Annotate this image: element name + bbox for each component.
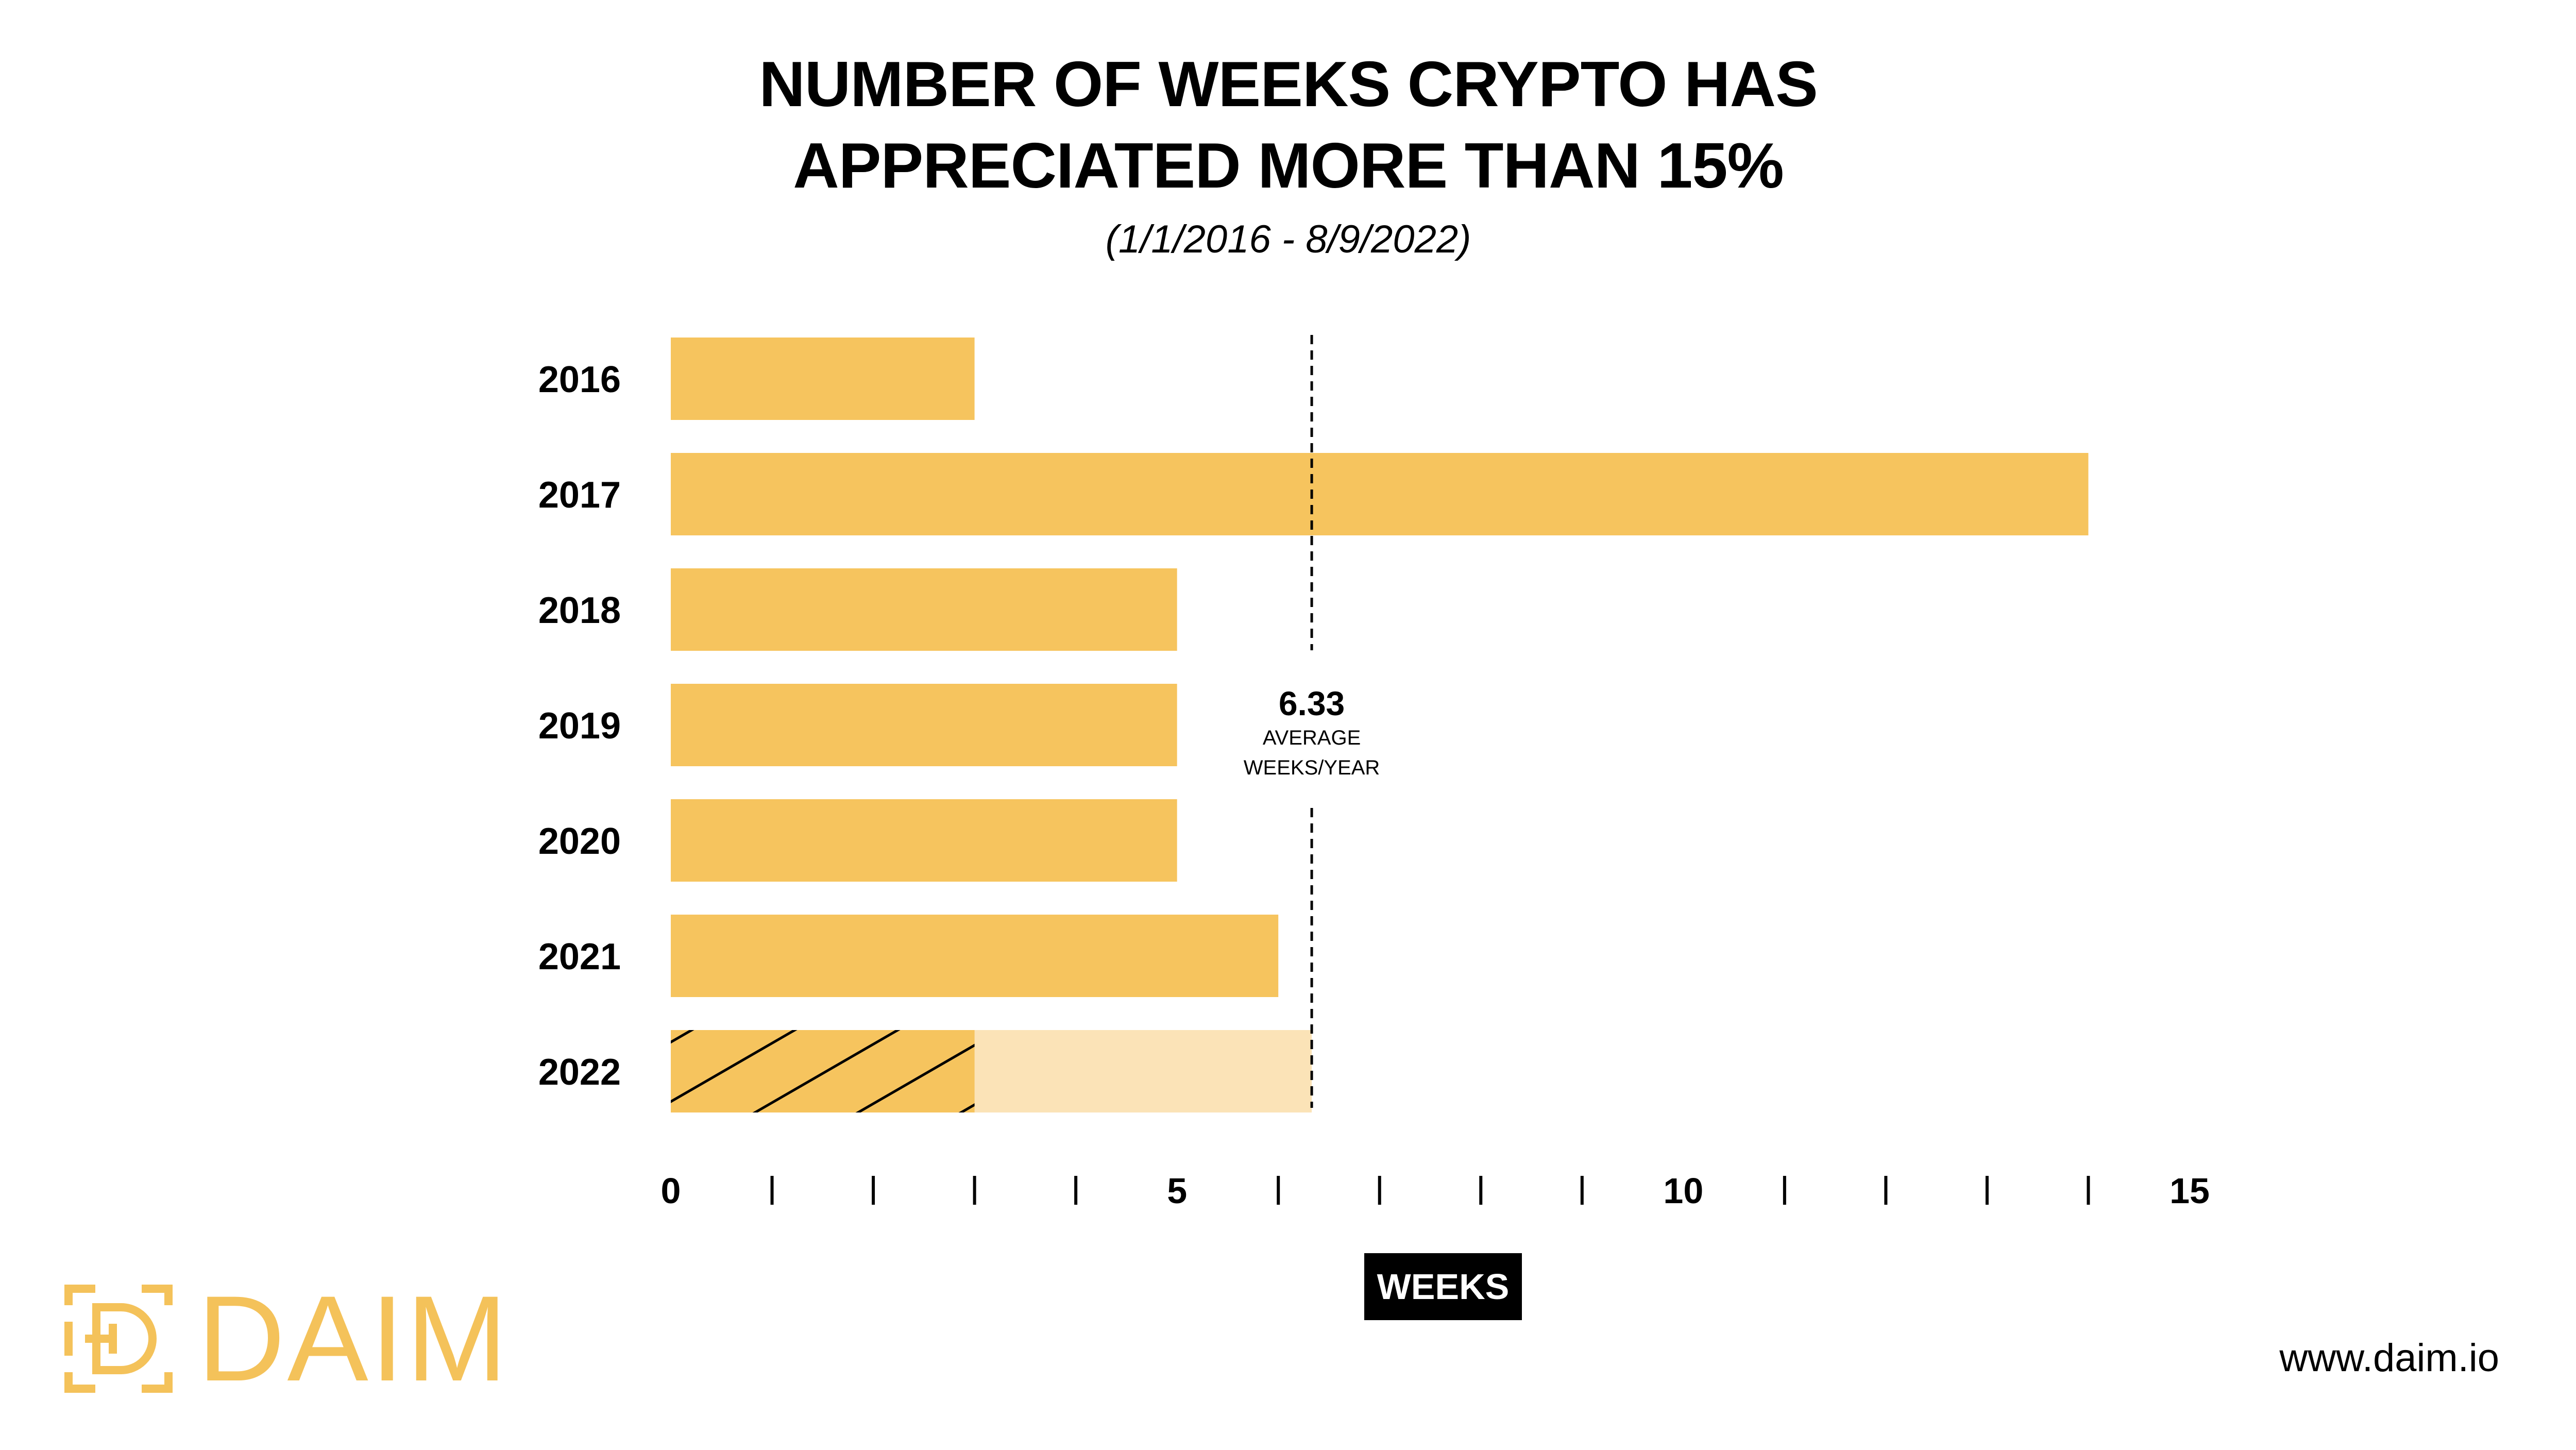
bar-group — [671, 338, 2089, 1112]
average-value-label: 6.33 — [1279, 684, 1345, 722]
daim-logo: DAIM — [64, 1271, 510, 1407]
tick-label-5: 5 — [1167, 1171, 1187, 1211]
category-labels: 2016 2017 2018 2019 2020 2021 2022 — [538, 359, 621, 1093]
chart-subtitle: (1/1/2016 - 8/9/2022) — [1105, 217, 1471, 261]
category-label-2017: 2017 — [538, 475, 621, 516]
chart-title-line-1: NUMBER OF WEEKS CRYPTO HAS — [759, 49, 1818, 120]
bar-2019 — [671, 684, 1177, 766]
category-label-2021: 2021 — [538, 936, 621, 977]
bar-2022 — [671, 1030, 975, 1112]
daim-logo-icon — [64, 1285, 173, 1393]
average-reference: 6.33 AVERAGE WEEKS/YEAR — [1244, 335, 1380, 1108]
x-axis-title: WEEKS — [1364, 1253, 1522, 1320]
average-caption-line-1: AVERAGE — [1263, 727, 1361, 749]
chart-title-line-2: APPRECIATED MORE THAN 15% — [793, 130, 1784, 201]
bar-2017 — [671, 453, 2089, 535]
x-axis: 0 5 10 15 — [661, 1171, 2210, 1211]
category-label-2018: 2018 — [538, 590, 621, 631]
bar-2020 — [671, 799, 1177, 882]
category-label-2020: 2020 — [538, 821, 621, 862]
website-url: www.daim.io — [2279, 1336, 2499, 1380]
category-label-2019: 2019 — [538, 705, 621, 747]
bar-2016 — [671, 338, 975, 420]
brand-name: DAIM — [197, 1271, 510, 1407]
chart-title: NUMBER OF WEEKS CRYPTO HAS APPRECIATED M… — [0, 44, 2576, 207]
bar-2021 — [671, 915, 1279, 997]
tick-label-15: 15 — [2170, 1171, 2210, 1211]
category-label-2022: 2022 — [538, 1052, 621, 1093]
bar-2018 — [671, 568, 1177, 651]
average-caption-line-2: WEEKS/YEAR — [1244, 756, 1380, 779]
tick-label-0: 0 — [661, 1171, 681, 1211]
category-label-2016: 2016 — [538, 359, 621, 400]
tick-label-10: 10 — [1663, 1171, 1703, 1211]
